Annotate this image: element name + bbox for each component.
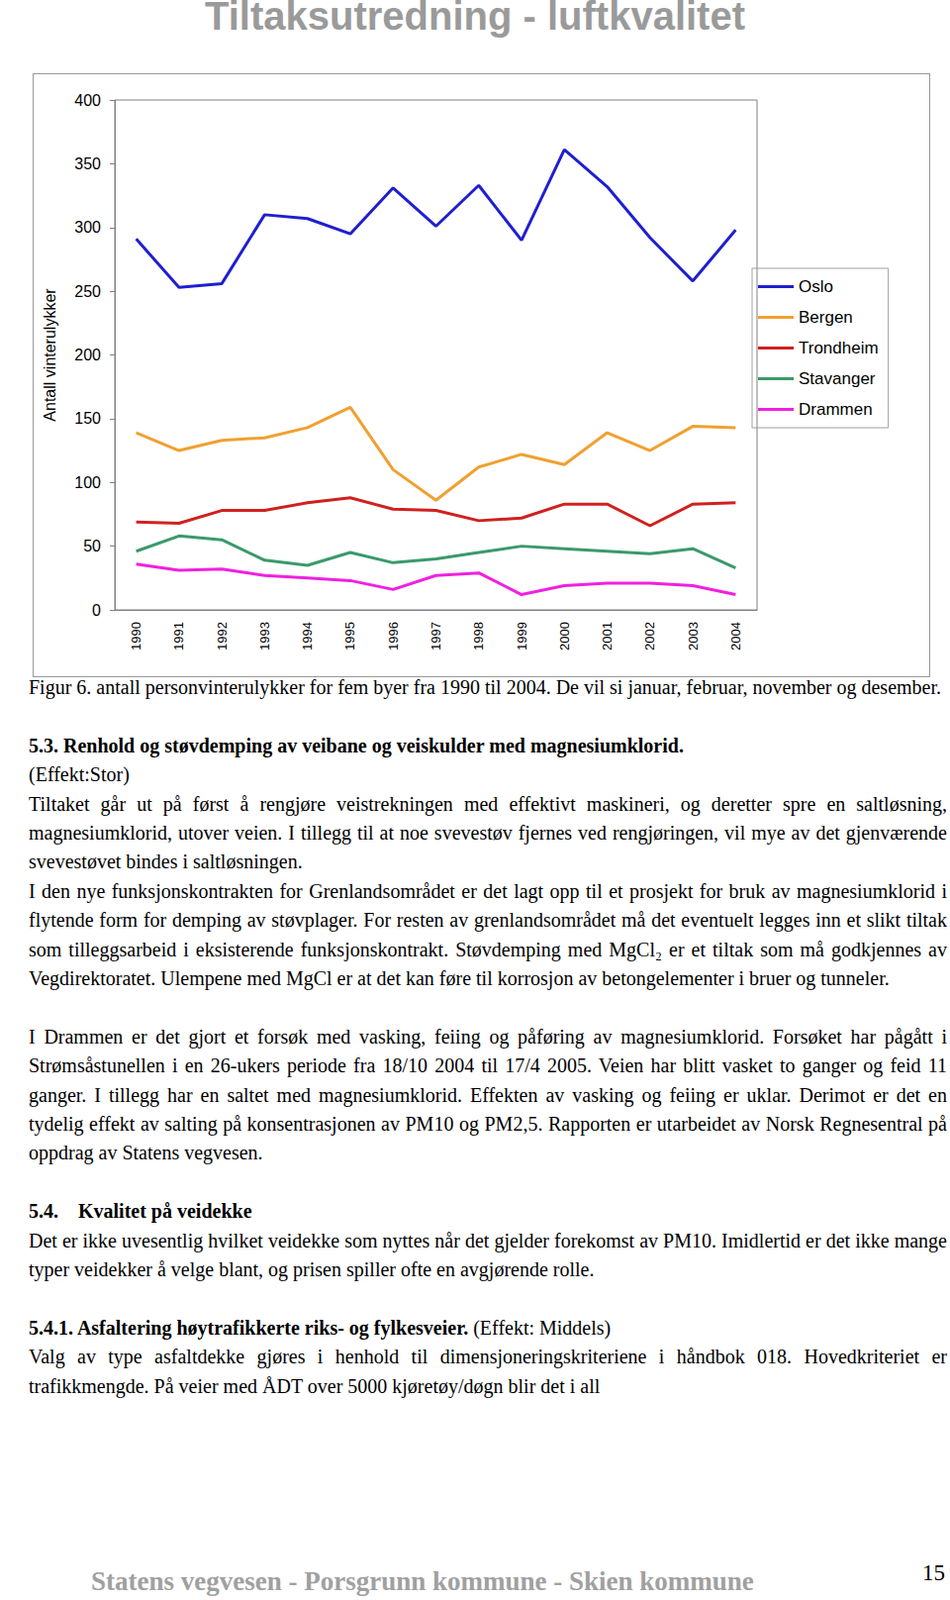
svg-text:50: 50 [83,537,101,555]
svg-text:1999: 1999 [514,621,530,651]
svg-text:1991: 1991 [171,621,187,651]
svg-text:400: 400 [74,92,101,109]
html-text:I den nye funksjonskontrakten: I den nye funksjonskontrakten for Grenla… [28,879,948,989]
html-text:5.4. Kvalitet på veidekke: 5.4. Kvalitet på veidekke [28,1199,252,1222]
html-text:15: 15 [922,1559,946,1585]
svg-text:2003: 2003 [685,621,701,651]
svg-text:250: 250 [74,283,101,300]
svg-text:2002: 2002 [642,621,658,651]
svg-text:1990: 1990 [128,621,144,651]
svg-text:1993: 1993 [257,621,273,651]
html-text:Valg av type asfaltdekke gjøre: Valg av type asfaltdekke gjøres i henhol… [28,1345,948,1397]
svg-text:1997: 1997 [428,621,444,651]
svg-text:2004: 2004 [728,621,744,651]
html-text:5.3. Renhold og støvdemping av: 5.3. Renhold og støvdemping av veibane o… [28,734,684,756]
svg-text:2000: 2000 [557,621,572,651]
svg-text:Antall vinterulykker: Antall vinterulykker [41,287,59,422]
html-text:5.4.1. Asfaltering høytrafikke: 5.4.1. Asfaltering høytrafikkerte riks- … [28,1316,611,1338]
svg-text:Drammen: Drammen [798,399,873,419]
svg-text:1992: 1992 [214,621,230,651]
svg-text:2001: 2001 [599,621,615,651]
html-text:Figur 6. antall personvinterul: Figur 6. antall personvinterulykker for … [28,675,942,698]
svg-text:0: 0 [92,601,101,619]
svg-text:100: 100 [74,474,101,491]
svg-text:Trondheim: Trondheim [798,338,879,358]
svg-text:300: 300 [74,218,101,236]
svg-text:1994: 1994 [299,621,315,651]
svg-text:150: 150 [74,409,101,427]
html-text:I Drammen er det gjort et fors: I Drammen er det gjort et forsøk med vas… [28,1025,948,1164]
html-text:Statens vegvesen - Porsgrunn k: Statens vegvesen - Porsgrunn kommune - S… [91,1565,754,1596]
html-text:Tiltaket går ut på først å ren: Tiltaket går ut på først å rengjøre veis… [28,792,948,873]
svg-text:1996: 1996 [385,621,401,651]
svg-text:200: 200 [74,346,101,364]
svg-text:1998: 1998 [471,621,486,651]
svg-text:Bergen: Bergen [798,307,854,327]
svg-text:1995: 1995 [342,621,358,651]
svg-text:350: 350 [74,155,101,173]
svg-text:Oslo: Oslo [798,277,834,296]
html-text:(Effekt:Stor): (Effekt:Stor) [28,763,130,785]
svg-text:Stavanger: Stavanger [798,369,876,388]
html-text:Det er ikke uvesentlig hvilket: Det er ikke uvesentlig hvilket veidekke … [28,1228,948,1280]
